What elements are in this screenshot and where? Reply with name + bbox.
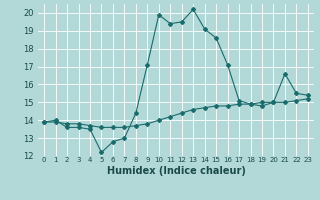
X-axis label: Humidex (Indice chaleur): Humidex (Indice chaleur) [107, 166, 245, 176]
